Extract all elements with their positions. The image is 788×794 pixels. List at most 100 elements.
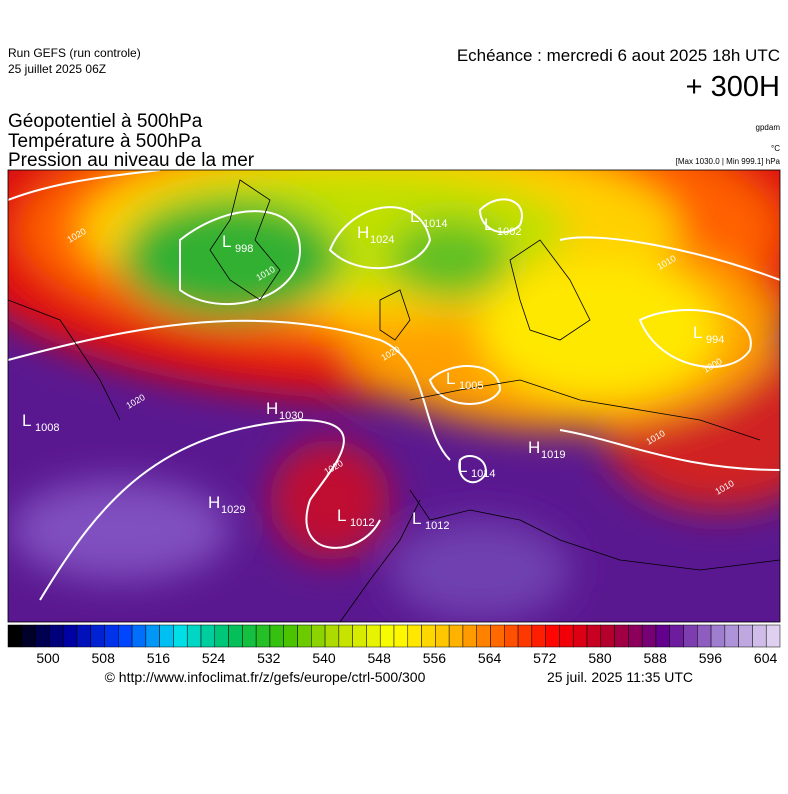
colorbar-swatch — [352, 624, 367, 648]
run: Run GEFS (run controle) — [8, 46, 141, 60]
colorbar-swatch — [379, 624, 395, 648]
pressure-center-value: 1029 — [221, 504, 245, 516]
issue-time: 25 juil. 2025 11:35 UTC — [547, 669, 693, 685]
colorbar-swatch — [366, 624, 381, 648]
colorbar-swatch — [669, 624, 684, 648]
pressure-center-value: 1008 — [35, 422, 59, 434]
colorbar-swatch — [572, 624, 588, 648]
pressure-center-value: 998 — [235, 243, 253, 255]
pressure-center-value: 1014 — [471, 468, 495, 480]
map-frame — [7, 169, 781, 623]
colorbar-swatch — [641, 624, 657, 648]
colorbar-label: 516 — [147, 650, 171, 666]
colorbar-label: 540 — [312, 650, 336, 666]
pressure-center-letter: H — [528, 438, 540, 457]
source-url: © http://www.infoclimat.fr/z/gefs/europe… — [105, 669, 426, 685]
pressure-center-letter: L — [410, 207, 419, 226]
colorbar-swatch — [559, 624, 574, 648]
run-date: 25 juillet 2025 06Z — [8, 62, 106, 76]
colorbar-swatch — [448, 624, 464, 648]
colorbar-swatch — [228, 624, 243, 648]
colorbar-swatch — [462, 624, 477, 648]
unit: °C — [771, 144, 780, 153]
pressure-center-letter: L — [446, 369, 455, 388]
colorbar-label: 596 — [699, 650, 723, 666]
colorbar-swatch — [118, 624, 133, 648]
colorbar-swatch — [311, 624, 326, 648]
colorbar-swatch — [683, 624, 698, 648]
colorbar-swatch — [324, 624, 340, 648]
colorbar-swatch — [738, 624, 753, 648]
colorbar-swatch — [435, 624, 450, 648]
colorbar-label: 532 — [257, 650, 281, 666]
colorbar-swatch — [131, 624, 147, 648]
colorbar-label: 556 — [423, 650, 447, 666]
pressure-center-letter: L — [337, 506, 346, 525]
colorbar-swatch — [476, 624, 491, 648]
map — [8, 170, 780, 622]
field: Température à 500hPa — [8, 131, 202, 152]
colorbar-swatch — [710, 624, 726, 648]
colorbar-swatch — [7, 624, 23, 648]
lead-time: + 300H — [686, 71, 780, 103]
colorbar-swatch — [173, 624, 188, 648]
colorbar-swatch — [186, 624, 202, 648]
colorbar-swatch — [531, 624, 546, 648]
colorbar-label: 564 — [478, 650, 502, 666]
colorbar-label: 548 — [368, 650, 392, 666]
field: Pression au niveau de la mer — [8, 150, 255, 171]
colorbar-swatch — [490, 624, 505, 648]
unit: [Max 1030.0 | Min 999.1] hPa — [676, 157, 781, 166]
pressure-center-letter: L — [484, 215, 493, 234]
colorbar-label: 572 — [533, 650, 557, 666]
pressure-center-value: 1030 — [279, 410, 303, 422]
colorbar-swatch — [421, 624, 436, 648]
colorbar-swatch — [393, 624, 409, 648]
colorbar-swatch — [159, 624, 174, 648]
colorbar-swatch — [407, 624, 422, 648]
colorbar-swatch — [504, 624, 519, 648]
colorbar-label: 524 — [202, 650, 226, 666]
pressure-center-letter: L — [693, 323, 702, 342]
colorbar-swatch — [517, 624, 533, 648]
colorbar-swatch — [545, 624, 560, 648]
colorbar-swatch — [283, 624, 298, 648]
pressure-center-letter: L — [458, 457, 467, 476]
colorbar-swatch — [145, 624, 160, 648]
colorbar-swatch — [214, 624, 229, 648]
pressure-center-letter: H — [266, 399, 278, 418]
colorbar-swatch — [297, 624, 312, 648]
pressure-center-value: 994 — [706, 334, 724, 346]
colorbar-swatch — [752, 624, 767, 648]
pressure-center-letter: L — [22, 411, 31, 430]
colorbar-label: 588 — [644, 650, 668, 666]
colorbar-swatch — [614, 624, 629, 648]
pressure-center-value: 1014 — [423, 218, 447, 230]
colorbar-swatch — [586, 624, 602, 648]
colorbar-label: 508 — [92, 650, 116, 666]
colorbar-label: 580 — [588, 650, 612, 666]
colorbar-swatch — [90, 624, 105, 648]
colorbar-swatch — [697, 624, 712, 648]
colorbar-label: 500 — [36, 650, 60, 666]
colorbar-swatch — [655, 624, 670, 648]
pressure-center-value: 1012 — [425, 520, 449, 532]
pressure-center-value: 1019 — [541, 449, 565, 461]
colorbar-swatch — [338, 624, 353, 648]
colorbar-swatch — [104, 624, 119, 648]
colorbar-swatch — [600, 624, 615, 648]
unit: gpdam — [756, 123, 781, 132]
colorbar-swatch — [200, 624, 216, 648]
pressure-center-value: 1005 — [459, 380, 483, 392]
pressure-center-letter: L — [412, 509, 421, 528]
colorbar-swatch — [49, 624, 64, 648]
colorbar-swatch — [628, 624, 643, 648]
colorbar-swatch — [21, 624, 36, 648]
pressure-center-value: 1024 — [370, 234, 394, 246]
pressure-center-value: 1002 — [497, 226, 521, 238]
pressure-center-letter: H — [357, 223, 369, 242]
colorbar-swatch — [724, 624, 739, 648]
colorbar-swatch — [35, 624, 50, 648]
colorbar-swatch — [765, 624, 781, 648]
pressure-center-letter: L — [222, 232, 231, 251]
